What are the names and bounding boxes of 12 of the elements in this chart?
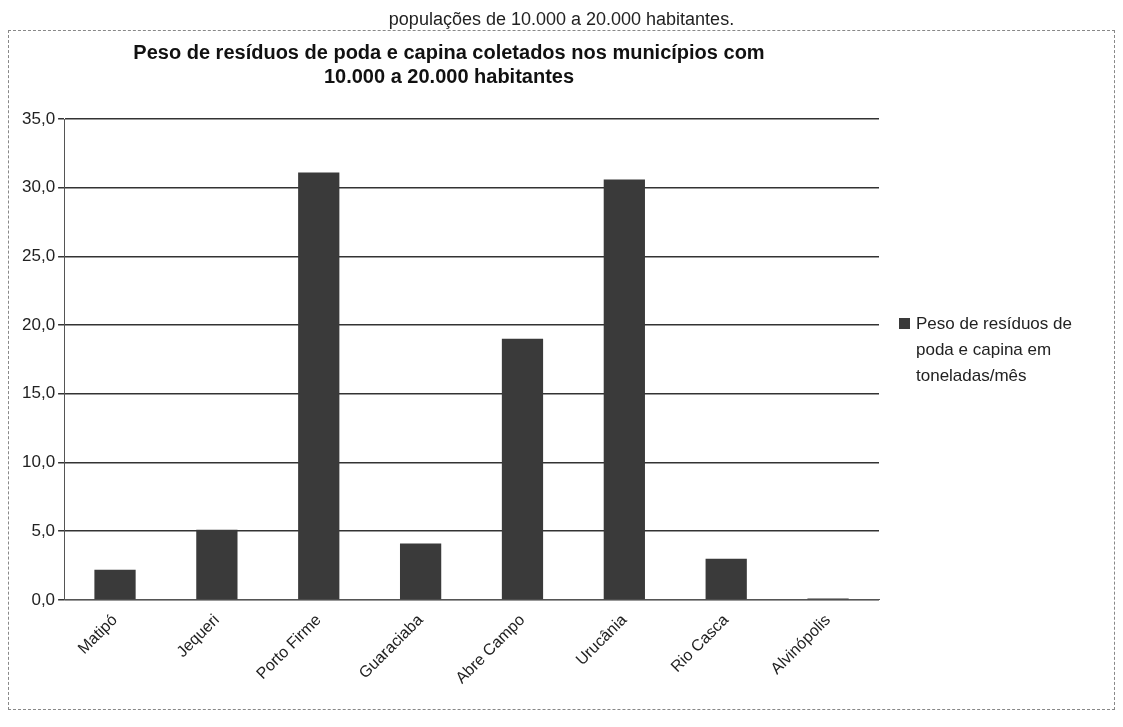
text: Peso de resíduos de poda e capina coletados nos municípios com <box>133 40 765 63</box>
y-tick-label: 0,0 <box>31 589 56 609</box>
text: 10.000 a 20.000 habitantes <box>323 64 575 87</box>
y-tick-label: 35,0 <box>21 108 56 128</box>
y-tick-label: 15,0 <box>21 383 56 403</box>
y-tick-label: 20,0 <box>21 314 56 334</box>
y-tick-label: 30,0 <box>21 177 56 197</box>
text: populações de 10.000 a 20.000 habitantes. <box>387 8 736 30</box>
y-tick-label: 5,0 <box>31 520 56 540</box>
y-tick-label: 10,0 <box>21 452 56 472</box>
y-tick-label: 25,0 <box>21 246 56 266</box>
legend-label: Peso de resíduos de poda e capina em toneladas/mês <box>916 313 1073 387</box>
